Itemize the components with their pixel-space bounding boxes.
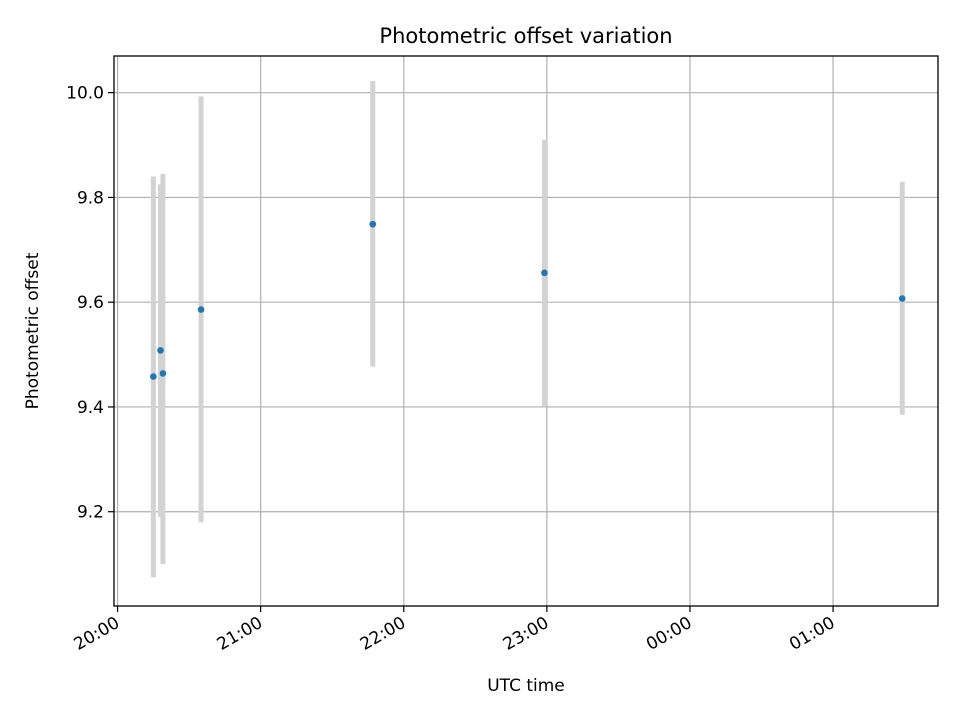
y-tick-label: 9.6 [77, 293, 104, 313]
data-point [197, 306, 205, 313]
point-layer [150, 220, 906, 380]
grid-layer [114, 56, 938, 606]
data-point [157, 347, 164, 354]
data-point [159, 370, 167, 377]
y-tick-label: 9.8 [77, 188, 104, 208]
y-axis-ticks: 9.2 9.4 9.6 9.8 10.0 [66, 84, 114, 523]
chart-title: Photometric offset variation [379, 24, 672, 48]
data-point [369, 220, 377, 228]
data-point [898, 295, 906, 302]
y-tick-label: 9.4 [77, 398, 104, 418]
plot-frame [113, 55, 939, 607]
y-tick-label: 9.2 [77, 503, 104, 523]
y-axis-label: Photometric offset [23, 252, 43, 409]
data-point [150, 373, 157, 380]
data-point [541, 269, 548, 277]
x-axis-label: UTC time [487, 676, 565, 696]
y-tick-label: 10.0 [66, 84, 104, 104]
